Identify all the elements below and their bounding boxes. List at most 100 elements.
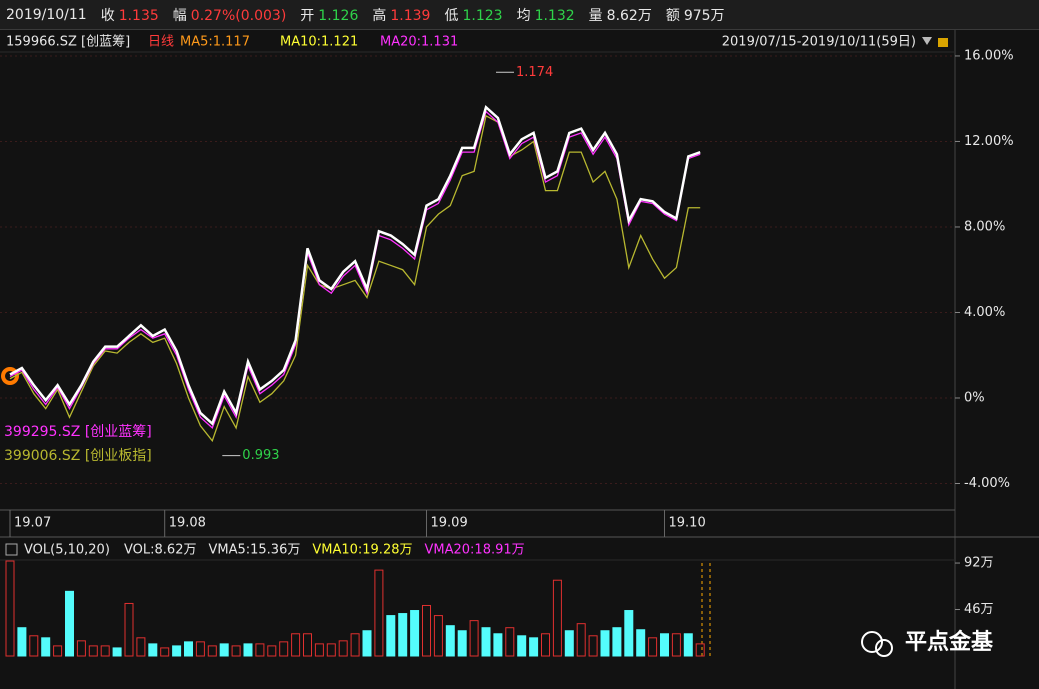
volume-bar	[100, 645, 110, 657]
x-tick-label: 19.08	[169, 516, 206, 531]
volume-bar	[279, 641, 289, 657]
dropdown-icon[interactable]	[922, 37, 932, 45]
volume-bar	[600, 630, 610, 657]
volume-bar	[469, 620, 479, 657]
volume-bar	[41, 637, 51, 657]
background	[0, 30, 1039, 689]
quote-label: 收	[100, 7, 115, 24]
volume-bar	[660, 633, 669, 657]
volume-bar	[671, 633, 681, 657]
volume-bar	[552, 579, 562, 657]
series-line	[9, 110, 701, 430]
panel-stat: VOL:8.62万	[124, 543, 196, 558]
quote-value: 1.126	[318, 7, 359, 24]
volume-bar	[172, 645, 182, 657]
quote-value: 8.62万	[606, 7, 652, 24]
x-tick-label: 19.09	[431, 516, 468, 531]
y-tick-label: -4.00%	[964, 476, 1010, 491]
volume-bar	[612, 627, 622, 657]
volume-bar	[219, 643, 229, 657]
quote-item: 低 1.123	[444, 5, 502, 25]
quote-item: 收 1.135	[101, 5, 159, 25]
volume-bar	[386, 615, 396, 657]
volume-bar	[88, 645, 98, 657]
quote-item: 幅 0.27%(0.003)	[173, 5, 286, 25]
quote-label: 开	[300, 7, 315, 24]
volume-bar	[457, 630, 467, 657]
volume-bar	[695, 643, 705, 657]
volume-bar	[5, 560, 15, 657]
quote-item: 额 975万	[666, 5, 725, 25]
volume-bar	[541, 633, 550, 657]
quote-label: 额	[665, 7, 680, 24]
watermark: 平点金基	[905, 629, 994, 655]
wechat-icon	[875, 639, 893, 657]
volume-bar	[255, 643, 265, 657]
period: 日线	[148, 35, 174, 50]
volume-bar	[303, 633, 312, 657]
series-name: 159966.SZ [创蓝筹]	[6, 34, 130, 50]
volume-bar	[53, 645, 63, 657]
volume-bar	[124, 602, 134, 657]
quote-label: 高	[372, 7, 387, 24]
ma-label: MA10:1.121	[280, 35, 358, 50]
quote-item: 高 1.139	[372, 5, 430, 25]
volume-bar	[588, 635, 598, 657]
quote-value: 0.27%(0.003)	[190, 7, 287, 24]
volume-bar	[398, 613, 408, 657]
quote-label: 幅	[172, 7, 187, 24]
annotation: 0.993	[242, 448, 279, 463]
quote-value: 1.135	[118, 7, 159, 24]
volume-bar	[326, 643, 336, 657]
volume-bar	[314, 643, 324, 657]
volume-bar	[148, 643, 158, 657]
ma-label: MA20:1.131	[380, 35, 458, 50]
y-tick-label: 0%	[964, 390, 985, 405]
quote-bar: 2019/10/11 收 1.135 幅 0.27%(0.003) 开 1.126 高 1.1…	[0, 0, 1039, 30]
volume-bar	[291, 633, 301, 657]
quote-date: 2019/10/11	[6, 6, 87, 23]
volume-bar	[362, 630, 372, 657]
volume-bar	[136, 637, 146, 657]
volume-bar	[505, 627, 515, 657]
x-tick-label: 19.07	[14, 516, 51, 531]
volume-bar	[184, 641, 193, 657]
y-tick-label: 8.00%	[964, 219, 1005, 234]
legend-entry: 399295.SZ [创业蓝筹]	[4, 423, 152, 440]
volume-bar	[410, 610, 420, 657]
quote-value: 1.123	[462, 7, 503, 24]
volume-bar	[636, 629, 646, 657]
quote-value: 1.132	[534, 7, 575, 24]
volume-bar	[624, 610, 634, 657]
volume-bar	[683, 633, 693, 657]
volume-bar	[481, 627, 491, 657]
volume-bar	[17, 627, 27, 657]
volume-bar	[433, 615, 443, 657]
volume-bar	[350, 633, 360, 657]
y-tick-label: 12.00%	[964, 134, 1014, 149]
volume-bar	[195, 641, 205, 657]
quote-value: 1.139	[390, 7, 431, 24]
quote-item: 均 1.132	[517, 5, 575, 25]
volume-bar	[160, 647, 170, 657]
panel-stat: VMA20:18.91万	[425, 543, 525, 558]
lock-icon[interactable]	[938, 38, 948, 47]
volume-bar	[267, 645, 277, 657]
toggle-icon[interactable]	[5, 543, 18, 556]
volume-bar	[207, 645, 217, 657]
volume-bar	[576, 623, 586, 657]
quote-label: 均	[516, 7, 531, 24]
y-tick-label: 16.00%	[964, 48, 1014, 63]
volume-bar	[29, 635, 39, 657]
volume-bar	[648, 637, 658, 657]
x-tick-label: 19.10	[669, 516, 706, 531]
panel-stat: VMA5:15.36万	[208, 543, 300, 558]
quote-item: 量 8.62万	[589, 5, 652, 25]
volume-bar	[564, 630, 574, 657]
volume-bar	[422, 604, 431, 657]
quote-label: 低	[444, 7, 459, 24]
date-range: 2019/07/15-2019/10/11(59日)	[722, 35, 916, 50]
y-tick-label: 46万	[964, 602, 994, 617]
legend-entry: 399006.SZ [创业板指]	[4, 448, 152, 464]
